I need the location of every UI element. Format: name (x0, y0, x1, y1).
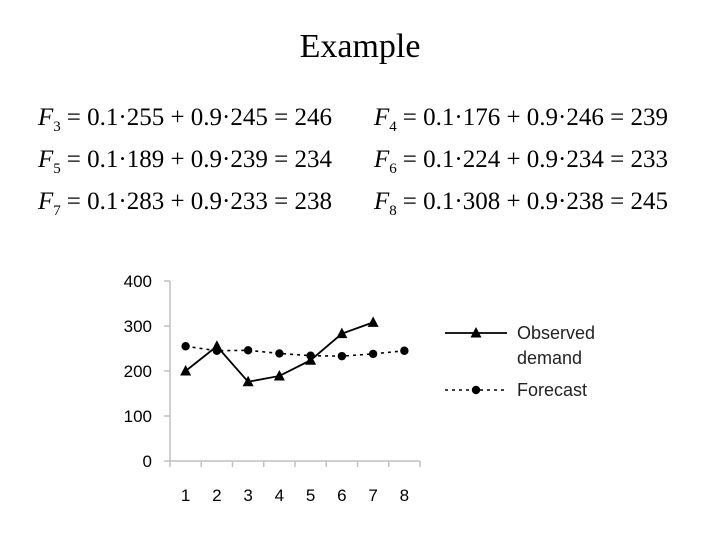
observed-demand-point (180, 365, 192, 376)
forecast-point (243, 346, 253, 355)
x-tick-label: 6 (337, 486, 346, 505)
x-axis-ticks: 1 2 3 4 5 6 7 8 (169, 461, 421, 505)
equation-f8: F8 = 0.1·308 + 0.9·238 = 245 (374, 188, 668, 219)
observed-demand-point (273, 369, 285, 381)
series-markers (180, 316, 409, 387)
equation-f4: F4 = 0.1·176 + 0.9·246 = 239 (374, 104, 668, 135)
legend-observed-demand-label: Observed (517, 323, 595, 343)
forecast-point (212, 346, 222, 355)
equation-f6: F6 = 0.1·224 + 0.9·234 = 233 (374, 146, 668, 177)
observed-demand-point (367, 316, 379, 327)
x-tick-label: 3 (243, 486, 252, 505)
forecast-point (337, 351, 347, 361)
x-tick-label: 4 (275, 486, 284, 505)
x-tick-label: 5 (306, 486, 315, 505)
x-tick-label: 7 (368, 486, 377, 505)
legend-observed-demand-label: demand (517, 348, 582, 368)
observed-demand-point (242, 375, 254, 387)
equation-f3: F3 = 0.1·255 + 0.9·245 = 246 (38, 104, 332, 135)
equation-f7: F7 = 0.1·283 + 0.9·233 = 238 (38, 188, 332, 219)
chart-legend: Observed demand Forecast (445, 323, 595, 400)
forecast-point (400, 346, 409, 355)
legend-forecast-label: Forecast (517, 380, 587, 400)
equation-f5: F5 = 0.1·189 + 0.9·239 = 234 (38, 146, 332, 177)
x-tick-label: 1 (181, 486, 190, 505)
forecast-point (275, 349, 284, 358)
x-tick-label: 2 (212, 486, 221, 505)
y-tick-label: 400 (124, 272, 152, 291)
legend-circle-marker (471, 385, 481, 395)
legend-triangle-marker (470, 327, 482, 338)
chart-axes (169, 281, 420, 462)
y-axis-ticks: 0 100 200 300 400 (124, 272, 170, 471)
forecast-point (306, 351, 315, 360)
y-tick-label: 100 (124, 407, 152, 426)
forecast-point (181, 342, 190, 351)
y-tick-label: 200 (124, 362, 152, 381)
x-tick-label: 8 (400, 486, 409, 505)
y-tick-label: 300 (124, 317, 152, 336)
observed-demand-point (336, 327, 348, 339)
y-tick-label: 0 (143, 452, 152, 471)
page-title: Example (299, 28, 421, 65)
forecast-point (368, 349, 378, 359)
